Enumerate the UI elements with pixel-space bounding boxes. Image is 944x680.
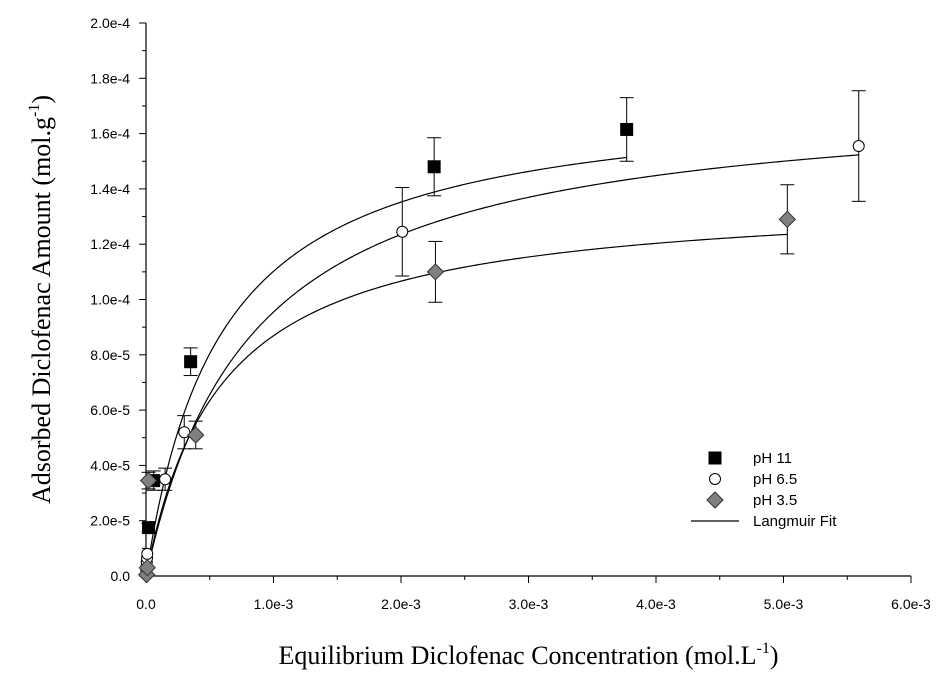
data-point-diamond	[139, 471, 158, 490]
langmuir-fit-line-2	[145, 233, 788, 577]
legend-label: pH 11	[753, 450, 792, 467]
plot-area: 0.0 1.0e-3 2.0e-3 3.0e-3 4.0e-3 5.0e-3 6.0e-3 …	[90, 15, 931, 612]
x-axis-title: Equilibrium Diclofenac Concentration (mo…	[279, 640, 779, 670]
y-tick-label: 1.2e-4	[90, 236, 130, 252]
y-axis-title: Adsorbed Diclofenac Amount (mol.g-1)	[26, 95, 56, 504]
x-tick-label: 0.0	[136, 596, 156, 612]
x-axis-title-text: Equilibrium Diclofenac Concentration (mo…	[279, 641, 757, 670]
y-tick-label: 0.0	[111, 568, 131, 584]
data-point-diamond	[778, 210, 797, 229]
y-tick-label: 4.0e-5	[90, 457, 130, 473]
y-tick-label: 1.6e-4	[90, 126, 130, 142]
data-point-diamond	[426, 263, 445, 281]
data-point-square	[142, 521, 156, 535]
legend-circle-icon	[709, 473, 721, 485]
data-point-circle	[178, 426, 191, 439]
legend-square-icon	[708, 451, 722, 465]
data-point-square	[620, 122, 634, 136]
x-tick-label: 2.0e-3	[381, 596, 421, 612]
y-axis-title-superscript: -1	[26, 104, 43, 117]
y-axis-ticks: 0.0 2.0e-5 4.0e-5 6.0e-5 8.0e-5 1.0e-4 1.2e-4 1…	[90, 15, 146, 584]
data-point-circle	[396, 225, 409, 238]
y-tick-label: 1.4e-4	[90, 181, 130, 197]
legend-label: pH 3.5	[753, 492, 797, 509]
data-point-circle	[141, 547, 154, 560]
x-axis-title-end: )	[770, 641, 779, 670]
data-point-circle	[159, 473, 172, 486]
langmuir-fit-lines	[145, 154, 859, 577]
y-tick-label: 2.0e-5	[90, 513, 130, 529]
x-axis-ticks: 0.0 1.0e-3 2.0e-3 3.0e-3 4.0e-3 5.0e-3 6.0e-3	[136, 576, 931, 612]
x-tick-label: 3.0e-3	[509, 596, 549, 612]
langmuir-fit-line-0	[145, 156, 627, 577]
data-point-diamond	[138, 558, 156, 577]
legend-label: pH 6.5	[753, 471, 797, 488]
data-point-diamond	[187, 426, 205, 444]
legend-diamond-icon	[706, 491, 724, 509]
data-markers	[137, 122, 865, 584]
data-point-square	[427, 160, 441, 174]
legend: pH 11 pH 6.5 pH 3.5 Langmuir Fit	[691, 450, 837, 530]
x-tick-label: 1.0e-3	[254, 596, 294, 612]
langmuir-fit-line-1	[145, 154, 859, 577]
y-tick-label: 1.0e-4	[90, 292, 130, 308]
y-tick-label: 1.8e-4	[90, 70, 130, 86]
x-tick-label: 4.0e-3	[636, 596, 676, 612]
x-tick-label: 6.0e-3	[891, 596, 931, 612]
x-axis-title-superscript: -1	[756, 640, 769, 657]
y-tick-label: 8.0e-5	[90, 347, 130, 363]
y-axis-title-text: Adsorbed Diclofenac Amount (mol.g	[27, 117, 56, 504]
legend-label: Langmuir Fit	[753, 513, 837, 530]
y-axis-title-end: )	[27, 95, 56, 104]
data-point-circle	[852, 140, 865, 153]
data-point-square	[184, 355, 198, 369]
y-tick-label: 2.0e-4	[90, 15, 130, 31]
y-tick-label: 6.0e-5	[90, 402, 130, 418]
x-tick-label: 5.0e-3	[764, 596, 804, 612]
